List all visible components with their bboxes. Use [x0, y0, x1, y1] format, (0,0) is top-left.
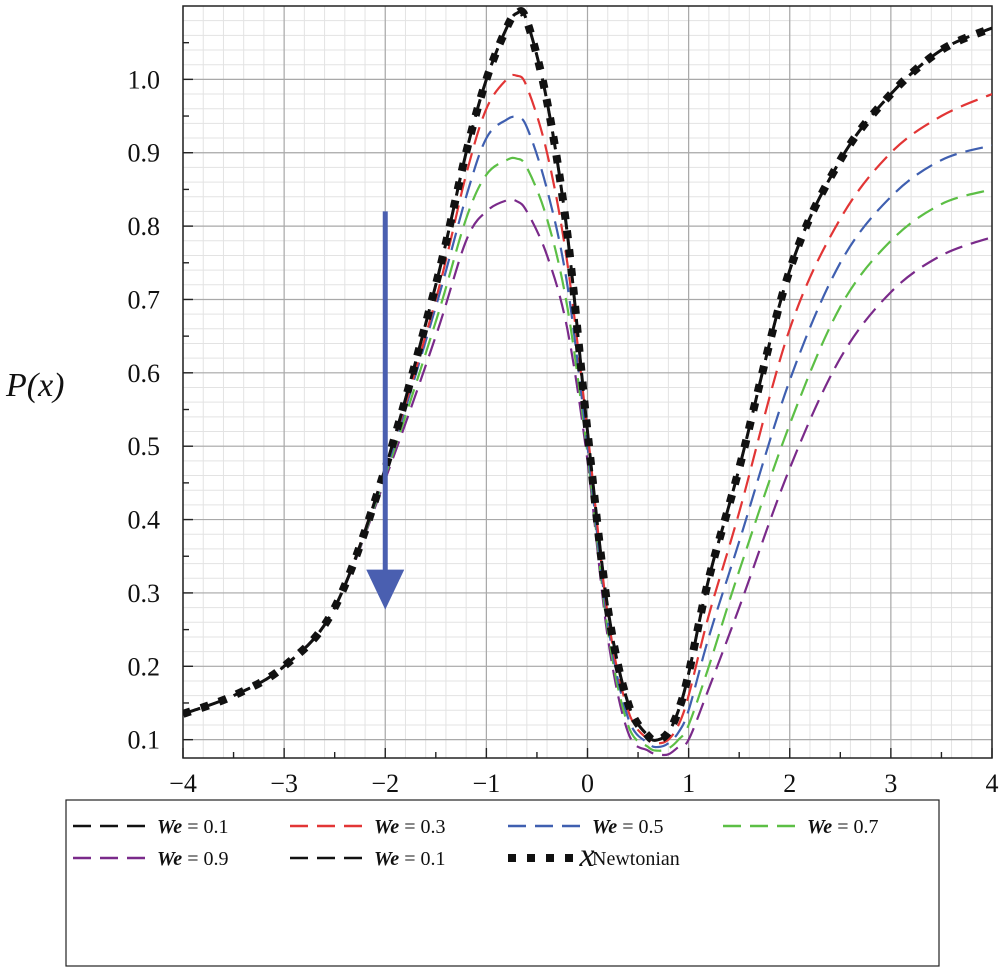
legend-entry-label: We = 0.1: [157, 816, 228, 838]
legend-entry-label: We = 0.7: [807, 816, 878, 838]
legend-value: = 0.1: [182, 816, 228, 838]
y-tick-label: 0.2: [128, 652, 161, 681]
y-axis-title: P(x): [5, 367, 65, 404]
y-tick-label: 0.4: [128, 506, 161, 535]
annotation-arrow-head: [366, 569, 405, 610]
legend-variable: We: [157, 816, 182, 838]
annotation-layer: [366, 211, 405, 610]
y-tick-label: 0.5: [128, 432, 161, 461]
legend-variable: We: [374, 848, 399, 870]
tick-marks: [182, 41, 993, 758]
x-tick-label: 4: [986, 769, 999, 798]
series-line-we-0-3-1: [183, 73, 992, 745]
series-line-we-0-5-2: [183, 115, 992, 749]
legend-variable: We: [592, 816, 617, 838]
x-tick-label: 3: [884, 769, 897, 798]
legend-variable: We: [807, 816, 832, 838]
y-tick-label: 0.9: [128, 139, 161, 168]
tick-labels: −4 −3 −2 −1 0 1 2 3 4 0.1 0.2 0.3 0.4 0.5 0.6 0.7 0.8 0.9…: [128, 65, 999, 798]
x-tick-label: 0: [581, 769, 594, 798]
legend-variable: We: [374, 816, 399, 838]
x-tick-label: −3: [270, 769, 298, 798]
y-tick-label: 0.1: [128, 726, 161, 755]
legend-value: = 0.1: [399, 848, 445, 870]
series-line-we-0-9-4: [183, 198, 992, 757]
legend-entry-label: We = 0.9: [157, 848, 228, 870]
y-tick-label: 0.3: [128, 579, 161, 608]
x-tick-label: −2: [371, 769, 399, 798]
legend-entry-label: We = 0.1: [374, 848, 445, 870]
y-tick-label: 0.8: [128, 212, 161, 241]
legend-value: = 0.3: [399, 816, 445, 838]
legend-entry-label: We = 0.3: [374, 816, 445, 838]
legend-entry-label: Newtonian: [592, 848, 680, 870]
y-tick-label: 1.0: [128, 65, 161, 94]
x-tick-label: −4: [169, 769, 197, 798]
x-tick-label: 1: [682, 769, 695, 798]
legend-value: = 0.9: [182, 848, 228, 870]
series-layer: [183, 7, 992, 757]
x-axis-title: x: [578, 837, 594, 874]
series-line-newtonian-6: [183, 7, 992, 745]
legend-value: = 0.5: [617, 816, 663, 838]
x-tick-label: −1: [473, 769, 501, 798]
y-tick-label: 0.7: [128, 285, 161, 314]
y-tick-label: 0.6: [128, 359, 161, 388]
legend-variable: We: [157, 848, 182, 870]
legend-value: = 0.7: [832, 816, 878, 838]
x-tick-label: 2: [783, 769, 796, 798]
legend-box: [65, 799, 940, 967]
legend: We = 0.1 We = 0.3 We = 0.5 We = 0.7We = 0.9…: [65, 799, 940, 967]
legend-entry-label: We = 0.5: [592, 816, 663, 838]
